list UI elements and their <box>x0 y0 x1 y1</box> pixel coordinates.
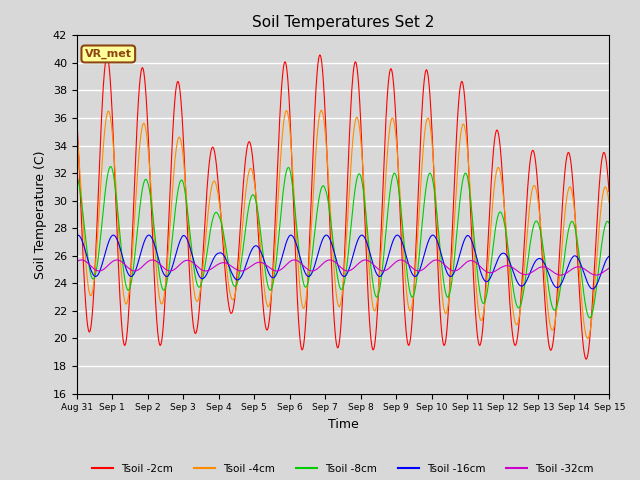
X-axis label: Time: Time <box>328 418 358 431</box>
Text: VR_met: VR_met <box>84 49 132 59</box>
Legend: Tsoil -2cm, Tsoil -4cm, Tsoil -8cm, Tsoil -16cm, Tsoil -32cm: Tsoil -2cm, Tsoil -4cm, Tsoil -8cm, Tsoi… <box>88 460 598 478</box>
Title: Soil Temperatures Set 2: Soil Temperatures Set 2 <box>252 15 434 30</box>
Y-axis label: Soil Temperature (C): Soil Temperature (C) <box>35 150 47 279</box>
